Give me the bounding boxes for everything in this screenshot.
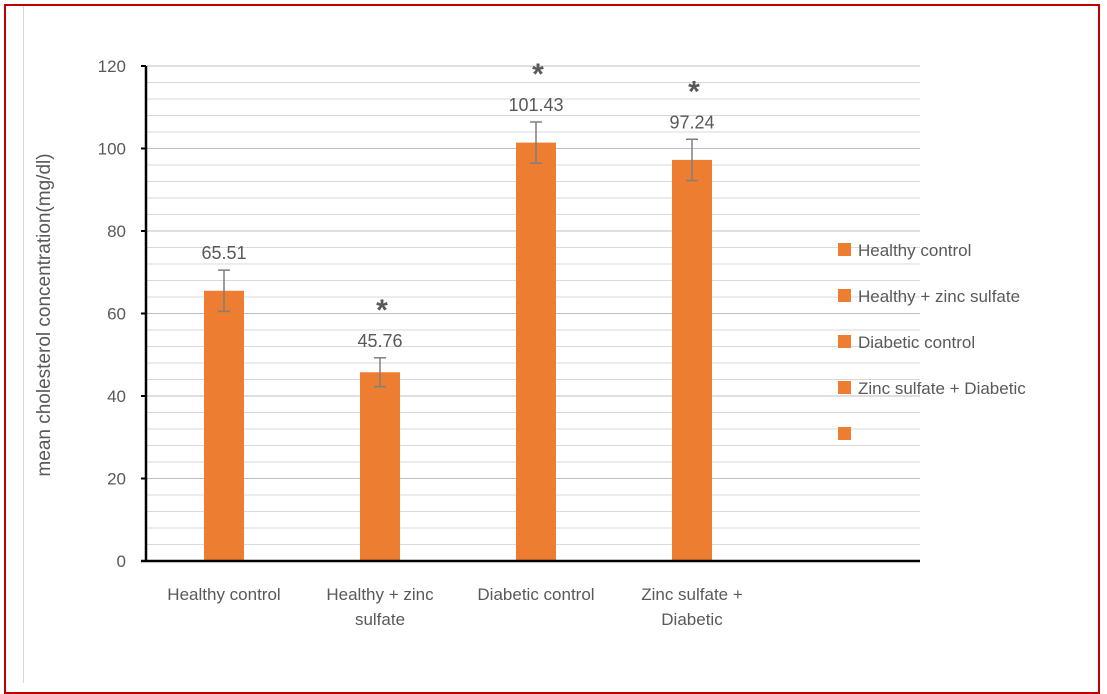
significance-star: * — [532, 58, 544, 91]
significance-star: * — [688, 75, 700, 108]
y-tick-label: 60 — [107, 305, 126, 324]
page-margin-line — [23, 6, 24, 683]
y-tick-label: 100 — [98, 140, 126, 159]
legend-swatch — [838, 427, 851, 440]
y-tick-label: 120 — [98, 57, 126, 76]
bar — [204, 290, 244, 561]
legend: Healthy control Healthy + zinc sulfate Dia… — [838, 241, 1026, 440]
legend-swatch — [838, 335, 851, 348]
data-labels: 65.51 45.76 * 101.43 * 97.24 * — [201, 58, 714, 351]
legend-label: Zinc sulfate + Diabetic — [858, 379, 1026, 398]
x-category-label: Diabetic — [661, 610, 723, 629]
x-category-label: Diabetic control — [477, 585, 594, 604]
data-label: 65.51 — [201, 243, 246, 263]
legend-swatch — [838, 289, 851, 302]
bar — [672, 159, 712, 561]
y-tick-label: 20 — [107, 470, 126, 489]
legend-label: Healthy control — [858, 241, 971, 260]
bars — [204, 121, 712, 561]
legend-label: Healthy + zinc sulfate — [858, 287, 1020, 306]
x-category-label: Healthy + zinc — [326, 585, 434, 604]
legend-swatch — [838, 381, 851, 394]
bar — [360, 372, 400, 561]
x-category-label: Healthy control — [167, 585, 280, 604]
significance-star: * — [376, 294, 388, 327]
x-category-label: sulfate — [355, 610, 405, 629]
y-tick-labels: 0 20 40 60 80 100 120 — [98, 57, 126, 571]
legend-label: Diabetic control — [858, 333, 975, 352]
y-tick-label: 80 — [107, 222, 126, 241]
x-category-labels: Healthy control Healthy + zinc sulfate Diab… — [167, 585, 743, 629]
legend-swatch — [838, 243, 851, 256]
y-tick-label: 0 — [117, 552, 126, 571]
y-tick-label: 40 — [107, 387, 126, 406]
x-category-label: Zinc sulfate + — [641, 585, 743, 604]
data-label: 97.24 — [669, 112, 714, 132]
axes — [141, 65, 920, 563]
data-label: 101.43 — [508, 95, 563, 115]
y-axis-label: mean cholesterol concentration(mg/dl) — [34, 153, 55, 476]
bar — [516, 142, 556, 561]
data-label: 45.76 — [357, 331, 402, 351]
